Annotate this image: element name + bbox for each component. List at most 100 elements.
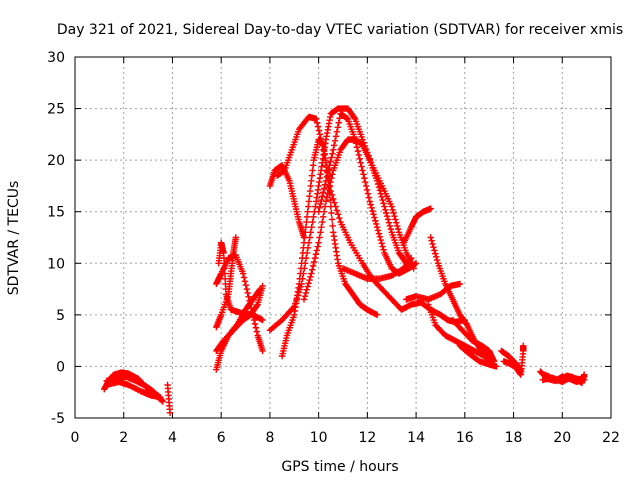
data-point-marker (332, 133, 340, 140)
data-point-marker (377, 190, 384, 197)
data-point-marker (311, 254, 319, 262)
data-point-marker (322, 177, 330, 184)
y-tick-label: 20 (47, 153, 65, 169)
data-point-marker (427, 234, 434, 241)
data-point-marker (368, 204, 375, 212)
x-tick-label: 0 (71, 430, 80, 446)
data-point-marker (520, 342, 527, 349)
data-point-marker (317, 200, 324, 208)
data-point-marker (322, 198, 330, 205)
data-point-marker (376, 233, 384, 241)
data-point-marker (376, 187, 384, 194)
data-point-marker (232, 234, 239, 241)
data-point-marker (329, 222, 336, 230)
data-point-marker (329, 150, 336, 157)
data-point-marker (315, 239, 322, 246)
data-point-marker (373, 177, 381, 184)
series-arc-early-b (103, 373, 164, 403)
data-point-marker (330, 142, 338, 149)
series-arc-early-d (164, 381, 174, 417)
data-point-marker (379, 243, 386, 250)
data-point-marker (316, 204, 323, 212)
data-point-marker (427, 205, 434, 212)
series-arc-15h-b (449, 316, 498, 365)
data-point-marker (245, 293, 252, 301)
data-point-marker (359, 167, 366, 174)
series-arc-19h-c (542, 371, 588, 385)
data-point-marker (358, 163, 365, 170)
data-point-marker (331, 137, 339, 145)
data-point-marker (330, 146, 337, 154)
data-point-marker (373, 223, 381, 231)
data-point-marker (382, 206, 389, 213)
chart-title: Day 321 of 2021, Sidereal Day-to-day VTE… (57, 22, 623, 38)
series-arc-8h-b (266, 162, 308, 241)
data-point-marker (383, 213, 391, 220)
series-arc-14h-c (403, 280, 464, 303)
data-point-marker (360, 171, 367, 178)
data-point-marker (300, 296, 308, 303)
data-point-marker (394, 225, 402, 233)
data-point-marker (407, 256, 414, 263)
data-point-marker (463, 320, 470, 328)
series-arc-14h-a (400, 205, 434, 246)
data-point-marker (316, 131, 324, 138)
data-point-marker (373, 311, 381, 319)
data-point-marker (305, 280, 312, 287)
y-tick-label: 0 (56, 359, 65, 375)
data-point-marker (306, 276, 313, 284)
data-point-marker (325, 186, 332, 193)
data-point-marker (318, 196, 325, 204)
data-point-marker (308, 270, 315, 277)
x-tick-label: 16 (456, 430, 474, 446)
data-point-marker (326, 162, 333, 169)
data-point-marker (320, 185, 328, 192)
y-tick-label: 15 (47, 205, 65, 221)
data-point-marker (327, 203, 335, 210)
data-point-marker (320, 208, 328, 215)
data-point-marker (301, 292, 309, 300)
data-point-marker (377, 236, 384, 244)
data-point-marker (252, 324, 260, 331)
data-point-marker (307, 273, 314, 281)
data-point-marker (323, 194, 331, 201)
data-point-marker (327, 158, 334, 165)
data-point-marker (412, 260, 420, 267)
data-point-marker (429, 240, 436, 248)
data-point-marker (333, 207, 341, 214)
data-point-marker (336, 214, 343, 222)
data-point-marker (327, 196, 334, 204)
data-points (101, 105, 588, 417)
data-point-marker (351, 136, 359, 143)
data-point-marker (251, 320, 259, 328)
data-point-marker (324, 190, 331, 197)
data-point-marker (320, 213, 327, 221)
data-point-marker (318, 223, 325, 231)
data-point-marker (375, 230, 383, 237)
data-point-marker (367, 201, 374, 208)
y-tick-label: 5 (56, 308, 65, 324)
data-point-marker (392, 216, 399, 223)
data-point-marker (352, 140, 360, 147)
data-point-marker (378, 240, 385, 247)
data-point-marker (328, 216, 336, 223)
data-point-marker (433, 256, 441, 264)
data-point-marker (380, 246, 387, 253)
x-tick-label: 12 (358, 430, 376, 446)
data-point-marker (309, 266, 316, 273)
data-point-marker (253, 328, 261, 335)
data-point-marker (317, 229, 324, 236)
data-point-marker (320, 189, 327, 196)
data-point-marker (310, 213, 317, 221)
x-tick-label: 8 (265, 430, 274, 446)
data-point-marker (383, 209, 390, 217)
data-point-marker (321, 181, 329, 188)
data-point-marker (313, 247, 321, 254)
data-point-marker (361, 174, 368, 182)
y-tick-label: -5 (51, 411, 65, 427)
data-point-marker (314, 123, 322, 130)
data-point-marker (323, 173, 331, 181)
series-arc-17h-b (500, 342, 527, 378)
series-arc-16h (456, 342, 500, 370)
data-point-marker (336, 115, 343, 122)
